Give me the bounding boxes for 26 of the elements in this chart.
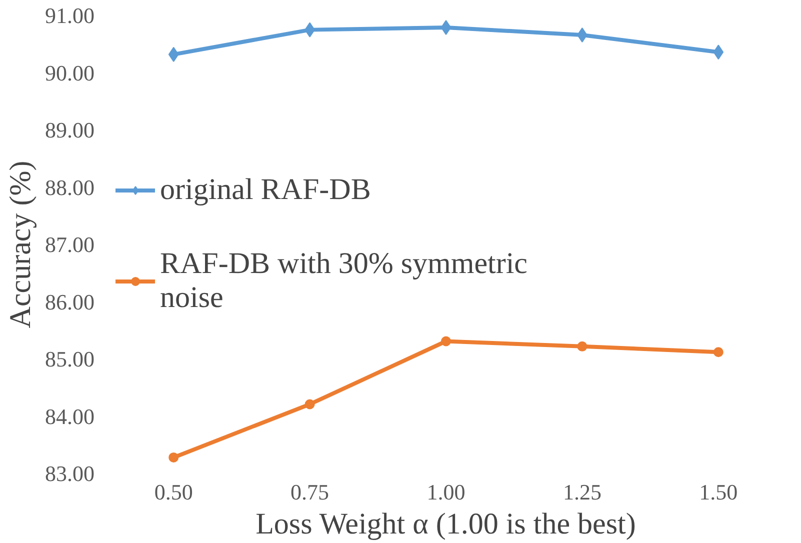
legend-label: original RAF-DB [160, 173, 371, 207]
point [713, 347, 724, 358]
y-tick-label: 91.00 [45, 3, 94, 28]
y-tick-label: 85.00 [45, 346, 94, 372]
point [168, 46, 179, 62]
y-tick-label: 87.00 [45, 232, 94, 257]
y-tick-label: 86.00 [45, 289, 94, 314]
x-axis-title: Loss Weight α (1.00 is the best) [256, 508, 636, 540]
y-tick-label: 88.00 [45, 174, 94, 200]
x-tick-label: 0.75 [290, 480, 330, 504]
y-axis-title: Accuracy (%) [4, 160, 37, 328]
x-tick-label: 1.50 [699, 480, 738, 504]
point [577, 341, 588, 352]
y-tick-label: 90.00 [45, 60, 94, 86]
point [440, 20, 452, 36]
x-tick-label: 1.00 [426, 480, 466, 504]
legend-label: RAF-DB with 30% symmetric noise [160, 247, 528, 315]
point [304, 399, 315, 410]
y-tick-label: 83.00 [45, 461, 94, 486]
x-tick-label: 1.25 [562, 480, 602, 504]
x-tick-label: 0.50 [154, 480, 193, 504]
y-tick-label: 89.00 [45, 118, 94, 142]
y-tick-label: 84.00 [45, 404, 94, 429]
point [168, 452, 179, 462]
point [713, 44, 724, 60]
point [441, 336, 451, 346]
